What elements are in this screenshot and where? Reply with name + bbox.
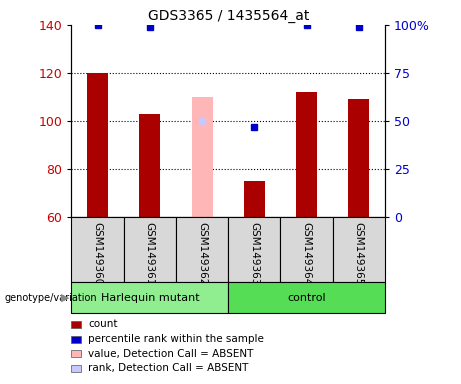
Text: Harlequin mutant: Harlequin mutant <box>100 293 199 303</box>
Bar <box>176 217 228 282</box>
Text: GSM149365: GSM149365 <box>354 222 364 286</box>
Bar <box>192 97 213 217</box>
Bar <box>333 217 385 282</box>
Bar <box>244 181 265 217</box>
Text: GSM149362: GSM149362 <box>197 222 207 286</box>
Bar <box>296 92 317 217</box>
Text: genotype/variation: genotype/variation <box>5 293 97 303</box>
Title: GDS3365 / 1435564_at: GDS3365 / 1435564_at <box>148 8 309 23</box>
Text: control: control <box>287 293 326 303</box>
Text: percentile rank within the sample: percentile rank within the sample <box>89 334 264 344</box>
Bar <box>280 217 333 282</box>
Bar <box>87 73 108 217</box>
Text: GSM149364: GSM149364 <box>301 222 312 286</box>
Text: GSM149360: GSM149360 <box>93 222 103 285</box>
Bar <box>228 217 280 282</box>
Text: rank, Detection Call = ABSENT: rank, Detection Call = ABSENT <box>89 363 248 373</box>
Bar <box>71 282 228 313</box>
Text: ▶: ▶ <box>61 293 70 303</box>
Bar <box>228 282 385 313</box>
Text: count: count <box>89 319 118 329</box>
Bar <box>71 217 124 282</box>
Text: value, Detection Call = ABSENT: value, Detection Call = ABSENT <box>89 349 254 359</box>
Bar <box>139 114 160 217</box>
Bar <box>349 99 369 217</box>
Text: GSM149361: GSM149361 <box>145 222 155 286</box>
Text: GSM149363: GSM149363 <box>249 222 260 286</box>
Bar <box>124 217 176 282</box>
